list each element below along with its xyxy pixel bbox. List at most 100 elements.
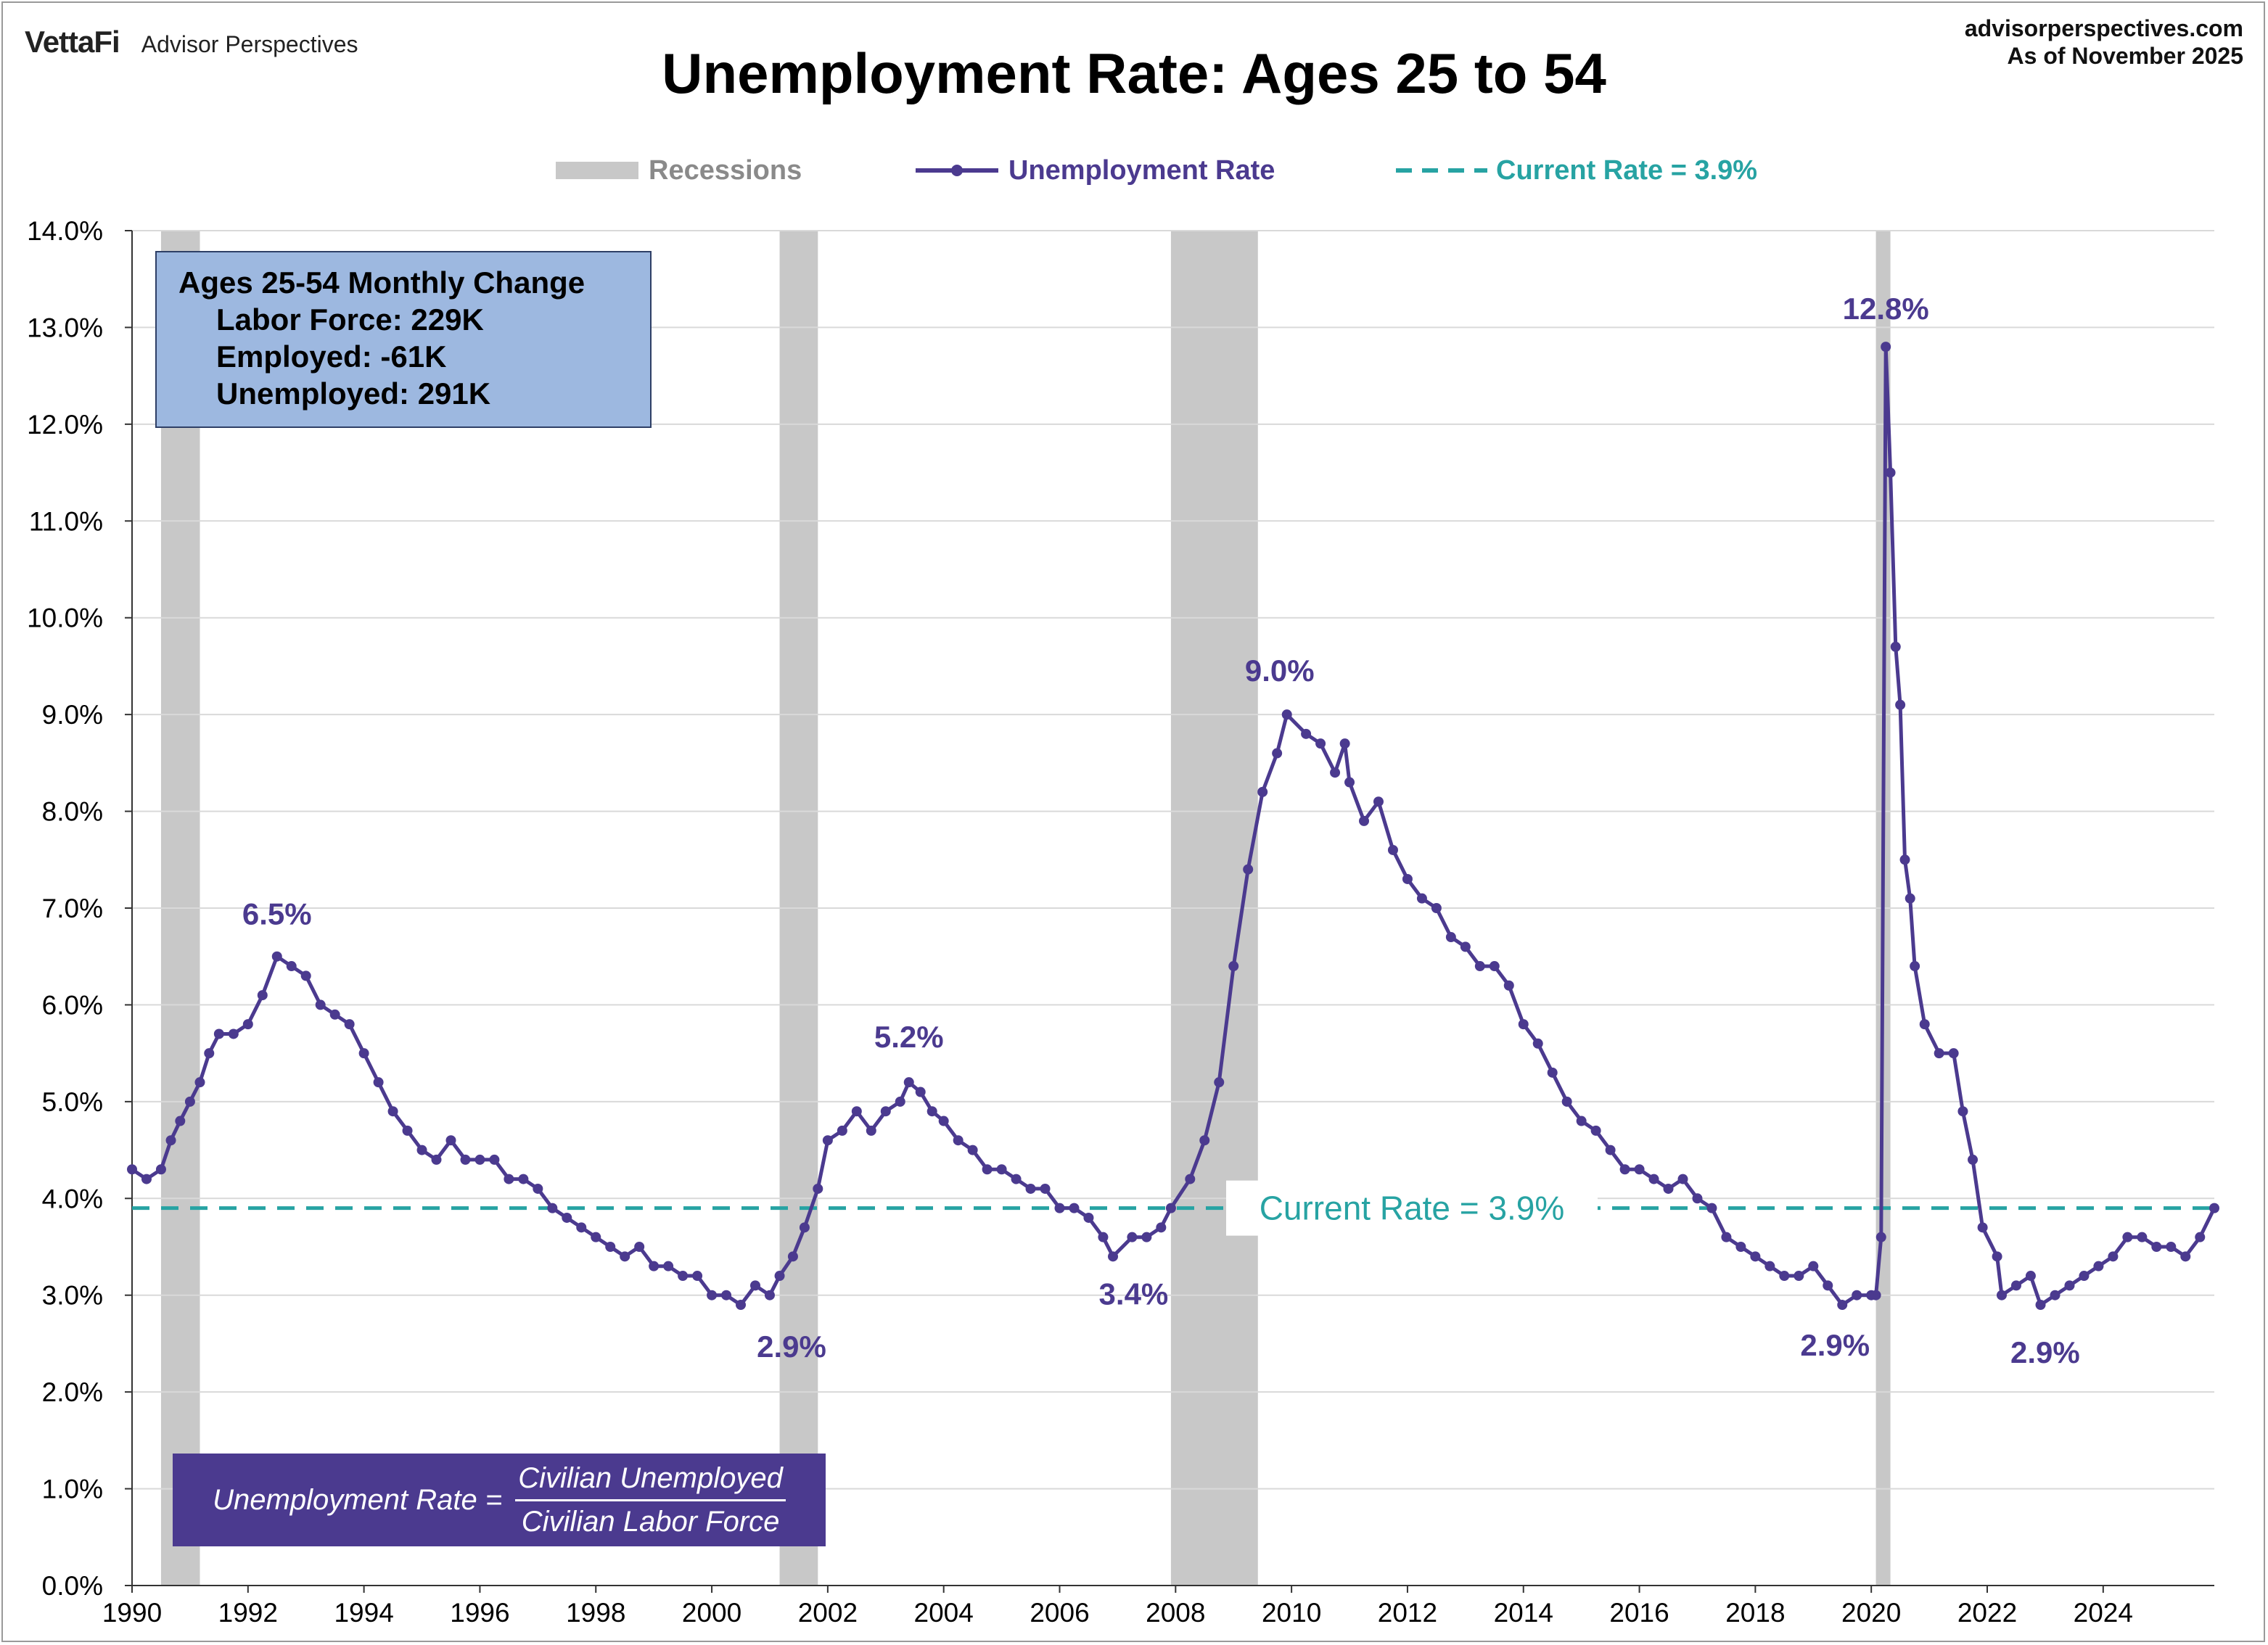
data-point: [518, 1174, 529, 1184]
legend-item-current-rate: Current Rate = 3.9%: [1394, 152, 1757, 189]
x-tick-label: 2016: [1609, 1598, 1669, 1628]
data-point: [663, 1261, 674, 1271]
data-point: [416, 1145, 427, 1155]
formula-fraction: Civilian Unemployed Civilian Labor Force: [515, 1462, 786, 1538]
x-tick-label: 2022: [1957, 1598, 2017, 1628]
legend-label-series: Unemployment Rate: [1008, 154, 1275, 186]
formula-box: Unemployment Rate = Civilian Unemployed …: [173, 1454, 826, 1546]
data-point: [721, 1290, 732, 1300]
annotations: 6.5% 2.9% 5.2% 3.4% 9.0% 12.8% 2.9% 2.9%: [242, 292, 2080, 1369]
data-point: [1779, 1271, 1790, 1282]
data-point: [915, 1087, 926, 1097]
data-point: [813, 1183, 823, 1194]
data-point: [2035, 1300, 2046, 1311]
data-point: [1764, 1261, 1775, 1271]
data-point: [1837, 1300, 1848, 1311]
x-tick-label: 2000: [682, 1598, 741, 1628]
data-point: [562, 1212, 572, 1223]
y-tick-label: 11.0%: [29, 506, 103, 536]
data-point: [866, 1125, 876, 1136]
source-site: advisorperspectives.com: [1964, 15, 2243, 41]
data-point: [1852, 1290, 1862, 1300]
data-point: [242, 1019, 253, 1030]
data-point: [1387, 844, 1398, 855]
data-point: [605, 1242, 616, 1252]
x-tick-label: 1998: [566, 1598, 625, 1628]
data-point: [851, 1106, 862, 1117]
y-tick-label: 9.0%: [42, 700, 103, 730]
y-tick-label: 13.0%: [27, 313, 103, 342]
x-tick-label: 2024: [2074, 1598, 2133, 1628]
y-tick-label: 10.0%: [27, 603, 103, 633]
data-point: [1127, 1232, 1138, 1242]
data-point: [1185, 1174, 1196, 1184]
data-point: [300, 970, 311, 981]
current-rate-label: Current Rate = 3.9%: [1260, 1190, 1565, 1227]
chart-title: Unemployment Rate: Ages 25 to 54: [662, 41, 1606, 105]
data-point: [787, 1251, 798, 1262]
annotation-label: 2.9%: [1800, 1328, 1870, 1362]
x-tick-label: 2004: [914, 1598, 974, 1628]
data-point: [1899, 854, 1910, 865]
data-point: [1339, 738, 1350, 749]
data-point: [895, 1096, 905, 1107]
data-point: [1895, 699, 1906, 710]
data-point: [286, 961, 297, 972]
data-point: [967, 1145, 978, 1155]
x-tick-label: 2010: [1262, 1598, 1321, 1628]
y-tick-label: 5.0%: [42, 1087, 103, 1117]
data-point: [1590, 1125, 1601, 1136]
data-point: [1794, 1271, 1804, 1282]
data-point: [1919, 1019, 1930, 1030]
data-point: [649, 1261, 660, 1271]
callout-labor-force: Labor Force: 229K: [216, 302, 484, 337]
brand-logo: VettaFi Advisor Perspectives: [25, 25, 358, 59]
data-point: [1156, 1222, 1167, 1233]
data-point: [533, 1183, 543, 1194]
data-point: [2122, 1232, 2133, 1242]
brand-subtitle: Advisor Perspectives: [141, 31, 358, 57]
data-point: [576, 1222, 587, 1233]
data-point: [736, 1300, 747, 1311]
data-point: [1532, 1038, 1543, 1049]
x-tick-label: 1990: [102, 1598, 162, 1628]
y-tick-label: 6.0%: [42, 990, 103, 1020]
data-point: [431, 1154, 442, 1165]
data-point: [1948, 1048, 1959, 1059]
data-point: [1460, 941, 1471, 952]
data-point: [445, 1135, 456, 1146]
callout-unemployed: Unemployed: 291K: [216, 376, 491, 411]
data-point: [2064, 1280, 2075, 1291]
y-tick-label: 0.0%: [42, 1571, 103, 1601]
data-point: [1605, 1145, 1616, 1155]
data-point: [749, 1280, 760, 1291]
data-point: [315, 999, 326, 1010]
data-point: [822, 1135, 833, 1146]
data-point: [938, 1116, 949, 1126]
as-of-date: As of November 2025: [2007, 43, 2243, 69]
y-tick-label: 8.0%: [42, 797, 103, 827]
current-rate-label-bg: [1226, 1180, 1598, 1236]
data-point: [1330, 767, 1341, 778]
data-point: [1474, 961, 1485, 972]
data-point: [707, 1290, 718, 1300]
data-point: [1503, 980, 1514, 991]
data-point: [1706, 1203, 1717, 1213]
data-point: [127, 1164, 137, 1175]
data-point: [1344, 777, 1355, 788]
data-point: [489, 1154, 500, 1165]
x-tick-label: 2002: [798, 1598, 858, 1628]
x-tick-label: 2006: [1030, 1598, 1089, 1628]
data-point: [1243, 864, 1254, 875]
data-point: [1808, 1261, 1819, 1271]
annotation-label: 5.2%: [874, 1020, 944, 1054]
data-point: [2209, 1203, 2219, 1213]
data-point: [1373, 796, 1384, 807]
data-point: [373, 1077, 384, 1088]
data-point: [1301, 728, 1312, 739]
data-point: [184, 1096, 195, 1107]
brand-name: VettaFi: [25, 25, 120, 59]
data-point: [1561, 1096, 1572, 1107]
x-tick-label: 1994: [334, 1598, 393, 1628]
